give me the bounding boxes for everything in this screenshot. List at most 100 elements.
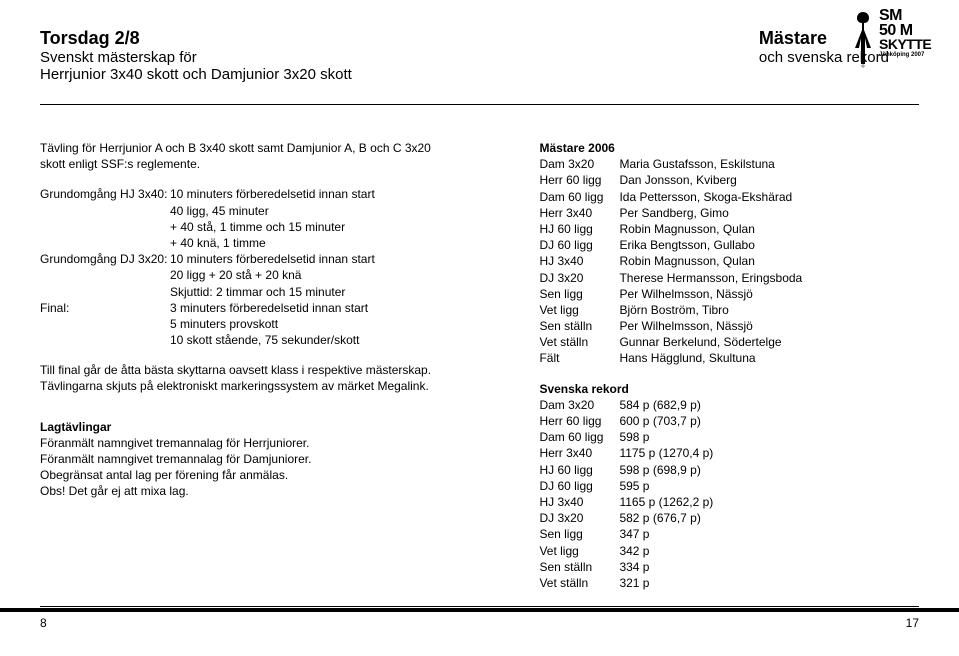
champ-cat: Vet ställn	[539, 334, 619, 350]
footer-line	[40, 606, 919, 607]
header-divider	[40, 104, 919, 105]
final-note-2: Tävlingarna skjuts på elektroniskt marke…	[40, 378, 509, 394]
champ-name: Björn Boström, Tibro	[619, 302, 919, 318]
records-title: Svenska rekord	[539, 381, 919, 397]
record-val: 334 p	[619, 559, 919, 575]
record-row: HJ 3x401165 p (1262,2 p)	[539, 494, 919, 510]
sched-val-hj: 10 minuters förberedelsetid innan start …	[170, 186, 509, 251]
logo-block: SM 50 M SKYTTE Jönköping 2007	[849, 8, 939, 68]
team-line: Obs! Det går ej att mixa lag.	[40, 483, 509, 499]
record-val: 598 p (698,9 p)	[619, 462, 919, 478]
header-line2: Svenskt mästerskap för	[40, 49, 352, 66]
champ-cat: Herr 60 ligg	[539, 172, 619, 188]
record-val: 342 p	[619, 543, 919, 559]
team-line: Föranmält namngivet tremannalag för Herr…	[40, 435, 509, 451]
champ-cat: Vet ligg	[539, 302, 619, 318]
sched-label-final: Final:	[40, 300, 170, 349]
record-cat: Herr 60 ligg	[539, 413, 619, 429]
final-note-1: Till final går de åtta bästa skyttarna o…	[40, 362, 509, 378]
team-line: Obegränsat antal lag per förening får an…	[40, 467, 509, 483]
record-row: Sen ställn334 p	[539, 559, 919, 575]
sched-line: 10 skott stående, 75 sekunder/skott	[170, 332, 509, 348]
page: Torsdag 2/8 Svenskt mästerskap för Herrj…	[0, 0, 959, 656]
record-val: 584 p (682,9 p)	[619, 397, 919, 413]
champ-name: Maria Gustafsson, Eskilstuna	[619, 156, 919, 172]
champ-row: DJ 3x20Therese Hermansson, Eringsboda	[539, 270, 919, 286]
sched-label-hj: Grundomgång HJ 3x40:	[40, 186, 170, 251]
sched-line: 10 minuters förberedelsetid innan start	[170, 251, 509, 267]
record-cat: HJ 3x40	[539, 494, 619, 510]
record-cat: Sen ställn	[539, 559, 619, 575]
champions-title: Mästare 2006	[539, 140, 919, 156]
record-val: 1165 p (1262,2 p)	[619, 494, 919, 510]
champ-row: Sen liggPer Wilhelmsson, Nässjö	[539, 286, 919, 302]
champ-row: FältHans Hägglund, Skultuna	[539, 350, 919, 366]
page-number-right: 17	[906, 616, 919, 630]
record-cat: Vet ligg	[539, 543, 619, 559]
champ-cat: Fält	[539, 350, 619, 366]
champ-row: Dam 3x20Maria Gustafsson, Eskilstuna	[539, 156, 919, 172]
champ-row: Dam 60 liggIda Pettersson, Skoga-Ekshära…	[539, 189, 919, 205]
champ-row: Vet liggBjörn Boström, Tibro	[539, 302, 919, 318]
champ-cat: Sen ställn	[539, 318, 619, 334]
record-row: Sen ligg347 p	[539, 526, 919, 542]
records-list: Dam 3x20584 p (682,9 p) Herr 60 ligg600 …	[539, 397, 919, 591]
champ-name: Per Wilhelmsson, Nässjö	[619, 286, 919, 302]
champ-cat: Sen ligg	[539, 286, 619, 302]
intro-line2: skott enligt SSF:s reglemente.	[40, 156, 509, 172]
champions-list: Dam 3x20Maria Gustafsson, Eskilstuna Her…	[539, 156, 919, 366]
record-val: 321 p	[619, 575, 919, 591]
champ-name: Per Wilhelmsson, Nässjö	[619, 318, 919, 334]
title-block: Torsdag 2/8 Svenskt mästerskap för Herrj…	[40, 28, 352, 83]
sched-line: 5 minuters provskott	[170, 316, 509, 332]
record-cat: HJ 60 ligg	[539, 462, 619, 478]
record-cat: Dam 3x20	[539, 397, 619, 413]
sched-val-final: 3 minuters förberedelsetid innan start 5…	[170, 300, 509, 349]
record-val: 598 p	[619, 429, 919, 445]
champ-cat: DJ 3x20	[539, 270, 619, 286]
sched-line: 40 ligg, 45 minuter	[170, 203, 509, 219]
header-day: Torsdag 2/8	[40, 28, 352, 49]
record-row: Dam 3x20584 p (682,9 p)	[539, 397, 919, 413]
record-row: Herr 60 ligg600 p (703,7 p)	[539, 413, 919, 429]
record-cat: DJ 3x20	[539, 510, 619, 526]
champ-row: Herr 3x40Per Sandberg, Gimo	[539, 205, 919, 221]
record-cat: DJ 60 ligg	[539, 478, 619, 494]
record-val: 347 p	[619, 526, 919, 542]
record-row: Herr 3x401175 p (1270,4 p)	[539, 445, 919, 461]
footer-bar	[0, 608, 959, 612]
schedule-row: Final: 3 minuters förberedelsetid innan …	[40, 300, 509, 349]
sched-line: Skjuttid: 2 timmar och 15 minuter	[170, 284, 509, 300]
record-val: 595 p	[619, 478, 919, 494]
champ-name: Robin Magnusson, Qulan	[619, 253, 919, 269]
champ-cat: Herr 3x40	[539, 205, 619, 221]
sched-line: + 40 knä, 1 timme	[170, 235, 509, 251]
champ-row: HJ 3x40Robin Magnusson, Qulan	[539, 253, 919, 269]
record-row: Vet ställn321 p	[539, 575, 919, 591]
champ-row: DJ 60 liggErika Bengtsson, Gullabo	[539, 237, 919, 253]
record-row: Dam 60 ligg598 p	[539, 429, 919, 445]
header-line3: Herrjunior 3x40 skott och Damjunior 3x20…	[40, 66, 352, 83]
champ-cat: HJ 60 ligg	[539, 221, 619, 237]
record-cat: Sen ligg	[539, 526, 619, 542]
champ-name: Ida Pettersson, Skoga-Ekshärad	[619, 189, 919, 205]
body-columns: Tävling för Herrjunior A och B 3x40 skot…	[40, 140, 919, 591]
champ-row: HJ 60 liggRobin Magnusson, Qulan	[539, 221, 919, 237]
record-val: 1175 p (1270,4 p)	[619, 445, 919, 461]
team-line: Föranmält namngivet tremannalag för Damj…	[40, 451, 509, 467]
record-val: 582 p (676,7 p)	[619, 510, 919, 526]
champ-cat: Dam 60 ligg	[539, 189, 619, 205]
champ-name: Gunnar Berkelund, Södertelge	[619, 334, 919, 350]
record-cat: Vet ställn	[539, 575, 619, 591]
champ-row: Sen ställnPer Wilhelmsson, Nässjö	[539, 318, 919, 334]
champ-row: Vet ställnGunnar Berkelund, Södertelge	[539, 334, 919, 350]
record-row: DJ 60 ligg595 p	[539, 478, 919, 494]
record-row: HJ 60 ligg598 p (698,9 p)	[539, 462, 919, 478]
champ-cat: HJ 3x40	[539, 253, 619, 269]
team-block: Lagtävlingar Föranmält namngivet tremann…	[40, 419, 509, 500]
footer: 8 17	[0, 606, 959, 628]
sched-line: 20 ligg + 20 stå + 20 knä	[170, 267, 509, 283]
record-cat: Herr 3x40	[539, 445, 619, 461]
champ-name: Hans Hägglund, Skultuna	[619, 350, 919, 366]
schedule-block: Grundomgång HJ 3x40: 10 minuters förbere…	[40, 186, 509, 348]
